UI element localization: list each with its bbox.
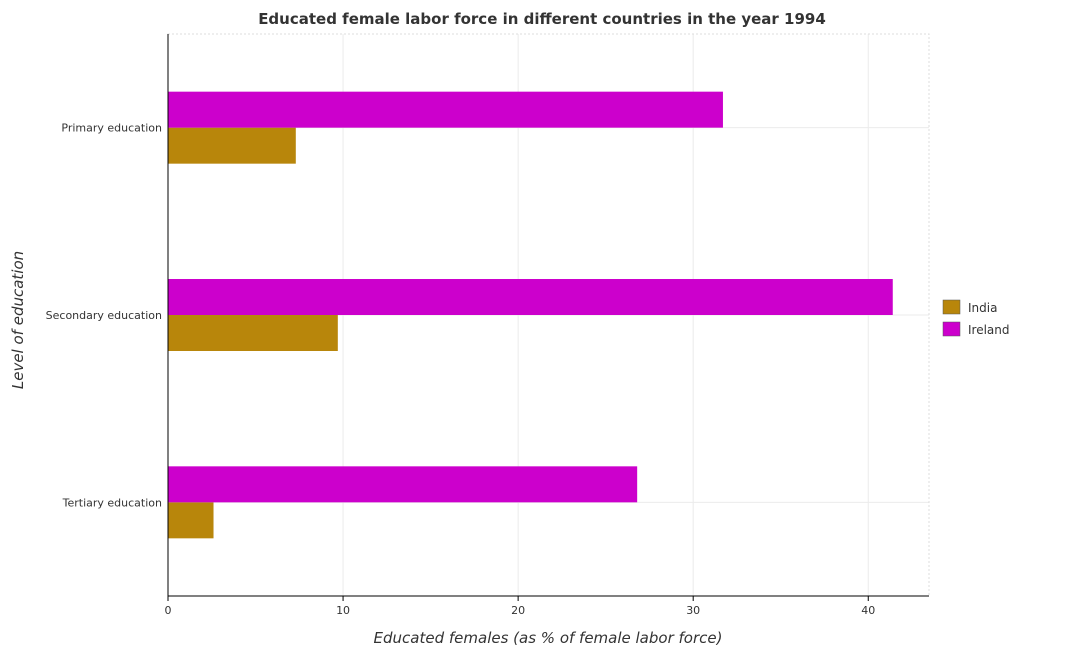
x-tick-label: 10 <box>336 604 350 617</box>
bar-ireland-3 <box>168 466 638 503</box>
chart-title: Educated female labor force in different… <box>258 10 826 28</box>
x-tick-label: 30 <box>686 604 700 617</box>
legend-swatch-india <box>942 299 961 315</box>
y-axis-label: Level of education <box>9 251 27 389</box>
bar-ireland-2 <box>168 279 893 315</box>
legend-label-ireland: Ireland <box>968 323 1010 337</box>
x-axis-label: Educated females (as % of female labor f… <box>374 629 723 647</box>
x-tick-label: 20 <box>511 604 525 617</box>
x-tick-label: 0 <box>165 604 172 617</box>
plot-area: Primary education Secondary education Tert… <box>46 33 930 617</box>
y-tick-label: Tertiary education <box>62 496 162 509</box>
y-tick-label: Primary education <box>61 122 162 135</box>
bar-india-2 <box>168 315 338 351</box>
legend: India Ireland <box>942 299 1010 337</box>
y-tick-label: Secondary education <box>46 309 162 322</box>
legend-swatch-ireland <box>942 321 961 337</box>
bar-india-3 <box>168 502 214 539</box>
bar-india-1 <box>168 127 296 164</box>
legend-label-india: India <box>968 301 997 315</box>
bar-ireland-1 <box>168 91 723 128</box>
x-tick-label: 40 <box>861 604 875 617</box>
